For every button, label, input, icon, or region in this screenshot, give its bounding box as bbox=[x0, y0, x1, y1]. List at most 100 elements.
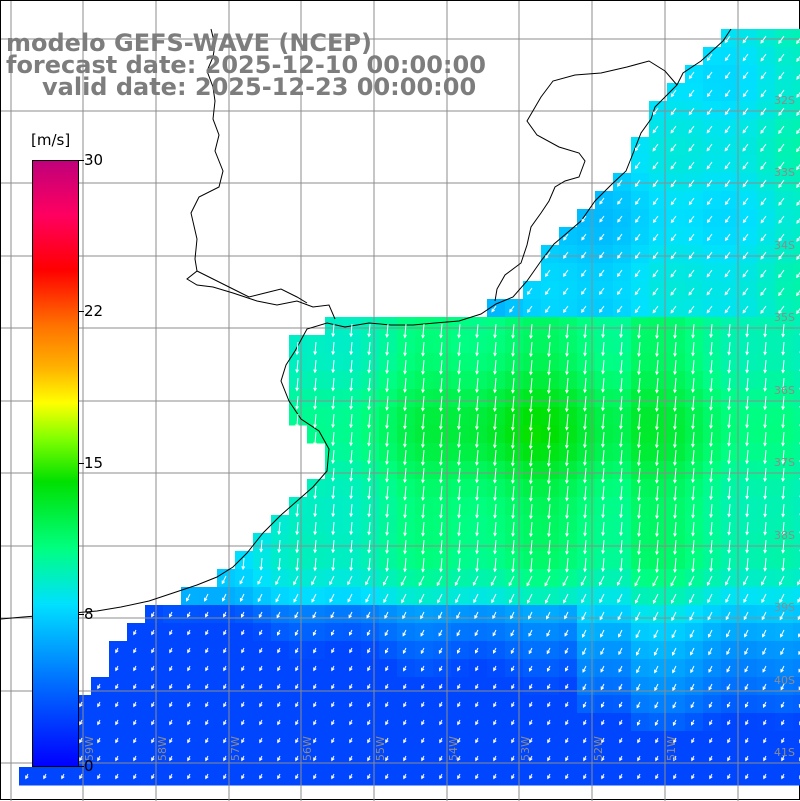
wind-speed-cell bbox=[163, 713, 182, 732]
wind-speed-cell bbox=[451, 695, 470, 714]
wind-speed-cell bbox=[415, 569, 434, 588]
wind-speed-cell bbox=[739, 749, 758, 768]
wind-speed-cell bbox=[541, 749, 560, 768]
wind-speed-cell bbox=[721, 695, 740, 714]
wind-speed-cell bbox=[307, 659, 326, 678]
wind-speed-cell bbox=[199, 605, 218, 624]
wind-speed-cell bbox=[613, 281, 632, 300]
wind-speed-cell bbox=[559, 749, 578, 768]
wind-speed-cell bbox=[505, 569, 524, 588]
wind-speed-cell bbox=[631, 749, 650, 768]
wind-speed-cell bbox=[595, 263, 614, 282]
wind-speed-cell bbox=[757, 695, 776, 714]
wind-speed-cell bbox=[685, 605, 704, 624]
wind-speed-cell bbox=[109, 731, 128, 750]
wind-speed-cell bbox=[361, 569, 380, 588]
wind-speed-cell bbox=[145, 677, 164, 696]
wind-speed-cell bbox=[487, 767, 506, 786]
wind-speed-cell bbox=[631, 587, 650, 606]
wind-speed-cell bbox=[397, 659, 416, 678]
wind-speed-cell bbox=[577, 263, 596, 282]
wind-speed-cell bbox=[289, 677, 308, 696]
wind-speed-cell bbox=[757, 29, 776, 48]
latitude-label: 32S bbox=[774, 94, 795, 107]
wind-speed-cell bbox=[793, 191, 800, 210]
latitude-label: 38S bbox=[774, 529, 795, 542]
wind-speed-cell bbox=[343, 767, 362, 786]
wind-speed-cell bbox=[451, 767, 470, 786]
wind-speed-cell bbox=[667, 155, 686, 174]
wind-speed-cell bbox=[613, 191, 632, 210]
wind-speed-cell bbox=[613, 713, 632, 732]
latitude-label: 36S bbox=[774, 384, 795, 397]
wind-speed-cell bbox=[631, 623, 650, 642]
wind-speed-cell bbox=[703, 281, 722, 300]
wind-speed-cell bbox=[595, 245, 614, 264]
wind-speed-cell bbox=[253, 659, 272, 678]
wind-speed-cell bbox=[325, 677, 344, 696]
wind-speed-cell bbox=[433, 569, 452, 588]
wind-speed-cell bbox=[793, 65, 800, 84]
wind-speed-cell bbox=[541, 263, 560, 282]
wind-speed-cell bbox=[703, 263, 722, 282]
wind-speed-cell bbox=[271, 659, 290, 678]
wind-speed-cell bbox=[703, 119, 722, 138]
wind-speed-cell bbox=[685, 569, 704, 588]
wind-speed-cell bbox=[703, 605, 722, 624]
wind-speed-cell bbox=[721, 281, 740, 300]
wind-speed-cell bbox=[667, 569, 686, 588]
wind-speed-cell bbox=[361, 641, 380, 660]
wind-speed-cell bbox=[325, 749, 344, 768]
wind-speed-cell bbox=[793, 767, 800, 786]
wind-speed-cell bbox=[397, 569, 416, 588]
wind-speed-cell bbox=[217, 677, 236, 696]
wind-speed-cell bbox=[199, 641, 218, 660]
wind-speed-cell bbox=[703, 245, 722, 264]
wind-speed-cell bbox=[91, 713, 110, 732]
wind-speed-cell bbox=[703, 731, 722, 750]
wind-speed-cell bbox=[595, 569, 614, 588]
wind-speed-cell bbox=[721, 713, 740, 732]
wind-speed-cell bbox=[271, 695, 290, 714]
wind-speed-cell bbox=[505, 659, 524, 678]
wind-speed-cell bbox=[451, 569, 470, 588]
wind-speed-cell bbox=[757, 731, 776, 750]
wind-speed-cell bbox=[667, 263, 686, 282]
wind-speed-cell bbox=[631, 227, 650, 246]
wind-speed-cell bbox=[757, 767, 776, 786]
wind-speed-cell bbox=[703, 695, 722, 714]
wind-speed-cell bbox=[109, 713, 128, 732]
wind-speed-cell bbox=[685, 299, 704, 318]
wind-speed-cell bbox=[595, 659, 614, 678]
wind-speed-cell bbox=[523, 767, 542, 786]
wind-speed-cell bbox=[757, 47, 776, 66]
wind-speed-cell bbox=[253, 605, 272, 624]
wind-speed-cell bbox=[487, 677, 506, 696]
wind-speed-cell bbox=[127, 767, 146, 786]
wind-speed-cell bbox=[613, 677, 632, 696]
wind-speed-cell bbox=[415, 659, 434, 678]
wind-speed-cell bbox=[721, 47, 740, 66]
wind-speed-cell bbox=[451, 641, 470, 660]
wind-speed-cell bbox=[577, 209, 596, 228]
wind-speed-cell bbox=[685, 623, 704, 642]
wind-speed-cell bbox=[271, 767, 290, 786]
wind-speed-cell bbox=[685, 155, 704, 174]
wind-speed-cell bbox=[487, 587, 506, 606]
wind-speed-cell bbox=[523, 569, 542, 588]
wind-speed-cell bbox=[739, 713, 758, 732]
wind-speed-cell bbox=[289, 587, 308, 606]
wind-speed-cell bbox=[217, 767, 236, 786]
wind-speed-cell bbox=[91, 767, 110, 786]
wind-speed-cell bbox=[523, 695, 542, 714]
wind-speed-cell bbox=[487, 713, 506, 732]
wind-speed-cell bbox=[667, 119, 686, 138]
wind-speed-cell bbox=[127, 641, 146, 660]
wind-speed-cell bbox=[289, 605, 308, 624]
wind-speed-cell bbox=[487, 695, 506, 714]
wind-speed-cell bbox=[721, 29, 740, 48]
wind-speed-cell bbox=[451, 587, 470, 606]
wind-speed-cell bbox=[613, 749, 632, 768]
wind-speed-cell bbox=[271, 713, 290, 732]
wind-speed-cell bbox=[721, 605, 740, 624]
